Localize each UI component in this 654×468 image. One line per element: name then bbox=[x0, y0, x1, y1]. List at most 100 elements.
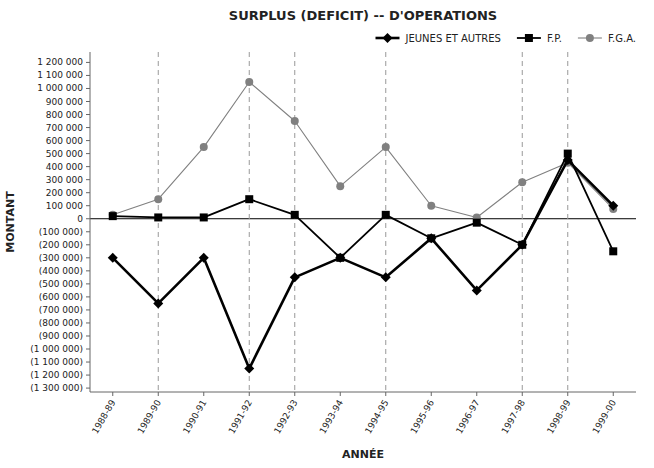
x-tick bbox=[203, 392, 204, 396]
series bbox=[109, 150, 618, 262]
y-axis-line bbox=[90, 52, 91, 392]
y-tick-label: 600 000 bbox=[46, 136, 83, 146]
y-tick bbox=[86, 218, 90, 219]
legend-label: F.G.A. bbox=[608, 33, 636, 44]
y-tick bbox=[86, 127, 90, 128]
y-tick-label: 800 000 bbox=[46, 110, 83, 120]
legend-label: F.P. bbox=[547, 33, 562, 44]
point bbox=[426, 233, 436, 243]
y-tick-label: 500 000 bbox=[46, 149, 83, 159]
legend-marker bbox=[383, 33, 393, 43]
x-tick bbox=[294, 392, 295, 396]
point bbox=[245, 78, 253, 86]
series-line bbox=[113, 82, 614, 217]
y-tick bbox=[86, 179, 90, 180]
point bbox=[200, 213, 208, 221]
x-tick bbox=[567, 392, 568, 396]
y-tick bbox=[86, 166, 90, 167]
y-tick-label: 1 000 000 bbox=[37, 83, 83, 93]
y-axis: (1 300 000)(1 200 000)(1 100 000)(1 000 … bbox=[30, 52, 636, 393]
point bbox=[382, 211, 390, 219]
x-tick bbox=[476, 392, 477, 396]
y-tick bbox=[86, 257, 90, 258]
y-tick bbox=[86, 270, 90, 271]
y-tick-label: (1 300 000) bbox=[30, 383, 83, 393]
y-tick bbox=[86, 296, 90, 297]
x-tick bbox=[385, 392, 386, 396]
y-tick bbox=[86, 231, 90, 232]
y-tick bbox=[86, 88, 90, 89]
x-tick-label: 1988-89 bbox=[90, 398, 118, 436]
y-tick bbox=[86, 322, 90, 323]
point bbox=[563, 155, 573, 165]
legend-label: JEUNES ET AUTRES bbox=[405, 33, 501, 44]
series bbox=[109, 78, 618, 221]
y-tick bbox=[86, 309, 90, 310]
point bbox=[200, 143, 208, 151]
point bbox=[108, 253, 118, 263]
y-tick bbox=[86, 75, 90, 76]
x-tick-label: 1993-94 bbox=[318, 398, 346, 436]
series-line bbox=[113, 160, 614, 368]
y-tick-label: (300 000) bbox=[39, 253, 83, 263]
y-tick-label: 700 000 bbox=[46, 123, 83, 133]
x-tick-label: 1992-93 bbox=[272, 398, 299, 436]
x-tick bbox=[249, 392, 250, 396]
y-tick bbox=[86, 205, 90, 206]
point bbox=[518, 178, 526, 186]
x-tick-label: 1999-00 bbox=[591, 398, 619, 436]
point bbox=[154, 213, 162, 221]
chart: SURPLUS (DEFICIT) -- D'OPERATIONS (1 300 … bbox=[0, 0, 654, 468]
x-tick-label: 1996-97 bbox=[454, 398, 481, 436]
point bbox=[608, 201, 618, 211]
x-tick bbox=[431, 392, 432, 396]
y-axis-label: MONTANT bbox=[4, 191, 17, 253]
point bbox=[199, 253, 209, 263]
y-tick-label: (500 000) bbox=[39, 279, 83, 289]
reference-line bbox=[385, 52, 386, 392]
point bbox=[154, 195, 162, 203]
x-tick-label: 1998-99 bbox=[545, 398, 573, 436]
zero-line bbox=[90, 218, 636, 219]
y-tick-label: (1 200 000) bbox=[30, 370, 83, 380]
y-tick-label: (1 100 000) bbox=[30, 357, 83, 367]
reference-line bbox=[567, 52, 568, 392]
point bbox=[336, 182, 344, 190]
y-tick-label: 400 000 bbox=[46, 162, 83, 172]
y-tick bbox=[86, 101, 90, 102]
point bbox=[427, 202, 435, 210]
point bbox=[336, 254, 344, 262]
point bbox=[153, 298, 163, 308]
y-tick-label: 0 bbox=[77, 214, 83, 224]
point bbox=[291, 117, 299, 125]
x-tick-label: 1990-91 bbox=[181, 398, 208, 436]
y-tick bbox=[86, 244, 90, 245]
reference-line bbox=[522, 52, 523, 392]
y-tick bbox=[86, 283, 90, 284]
reference-line bbox=[294, 52, 295, 392]
y-tick bbox=[86, 335, 90, 336]
y-tick-label: 200 000 bbox=[46, 188, 83, 198]
point bbox=[382, 143, 390, 151]
y-tick bbox=[86, 375, 90, 376]
y-tick bbox=[86, 192, 90, 193]
y-tick-label: (400 000) bbox=[39, 266, 83, 276]
y-tick-label: 100 000 bbox=[46, 201, 83, 211]
point bbox=[245, 195, 253, 203]
legend-marker bbox=[525, 34, 533, 42]
x-axis-line bbox=[90, 392, 636, 393]
plot-area bbox=[108, 52, 619, 392]
y-tick bbox=[86, 114, 90, 115]
x-tick-label: 1997-98 bbox=[500, 398, 528, 436]
point bbox=[290, 272, 300, 282]
y-tick-label: 300 000 bbox=[46, 175, 83, 185]
legend: JEUNES ET AUTRES F.P. F.G.A. bbox=[376, 33, 637, 44]
x-tick bbox=[340, 392, 341, 396]
y-tick bbox=[86, 388, 90, 389]
y-tick-label: (200 000) bbox=[39, 240, 83, 250]
y-tick-label: 1 100 000 bbox=[37, 70, 83, 80]
title: SURPLUS (DEFICIT) -- D'OPERATIONS bbox=[229, 8, 497, 23]
legend-marker bbox=[586, 34, 594, 42]
x-axis-label: ANNÉE bbox=[342, 448, 384, 461]
y-tick-label: (700 000) bbox=[39, 305, 83, 315]
